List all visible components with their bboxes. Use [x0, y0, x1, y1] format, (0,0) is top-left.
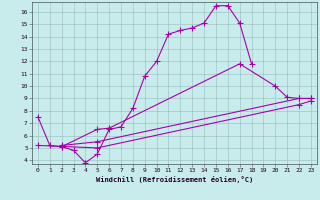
- X-axis label: Windchill (Refroidissement éolien,°C): Windchill (Refroidissement éolien,°C): [96, 176, 253, 183]
